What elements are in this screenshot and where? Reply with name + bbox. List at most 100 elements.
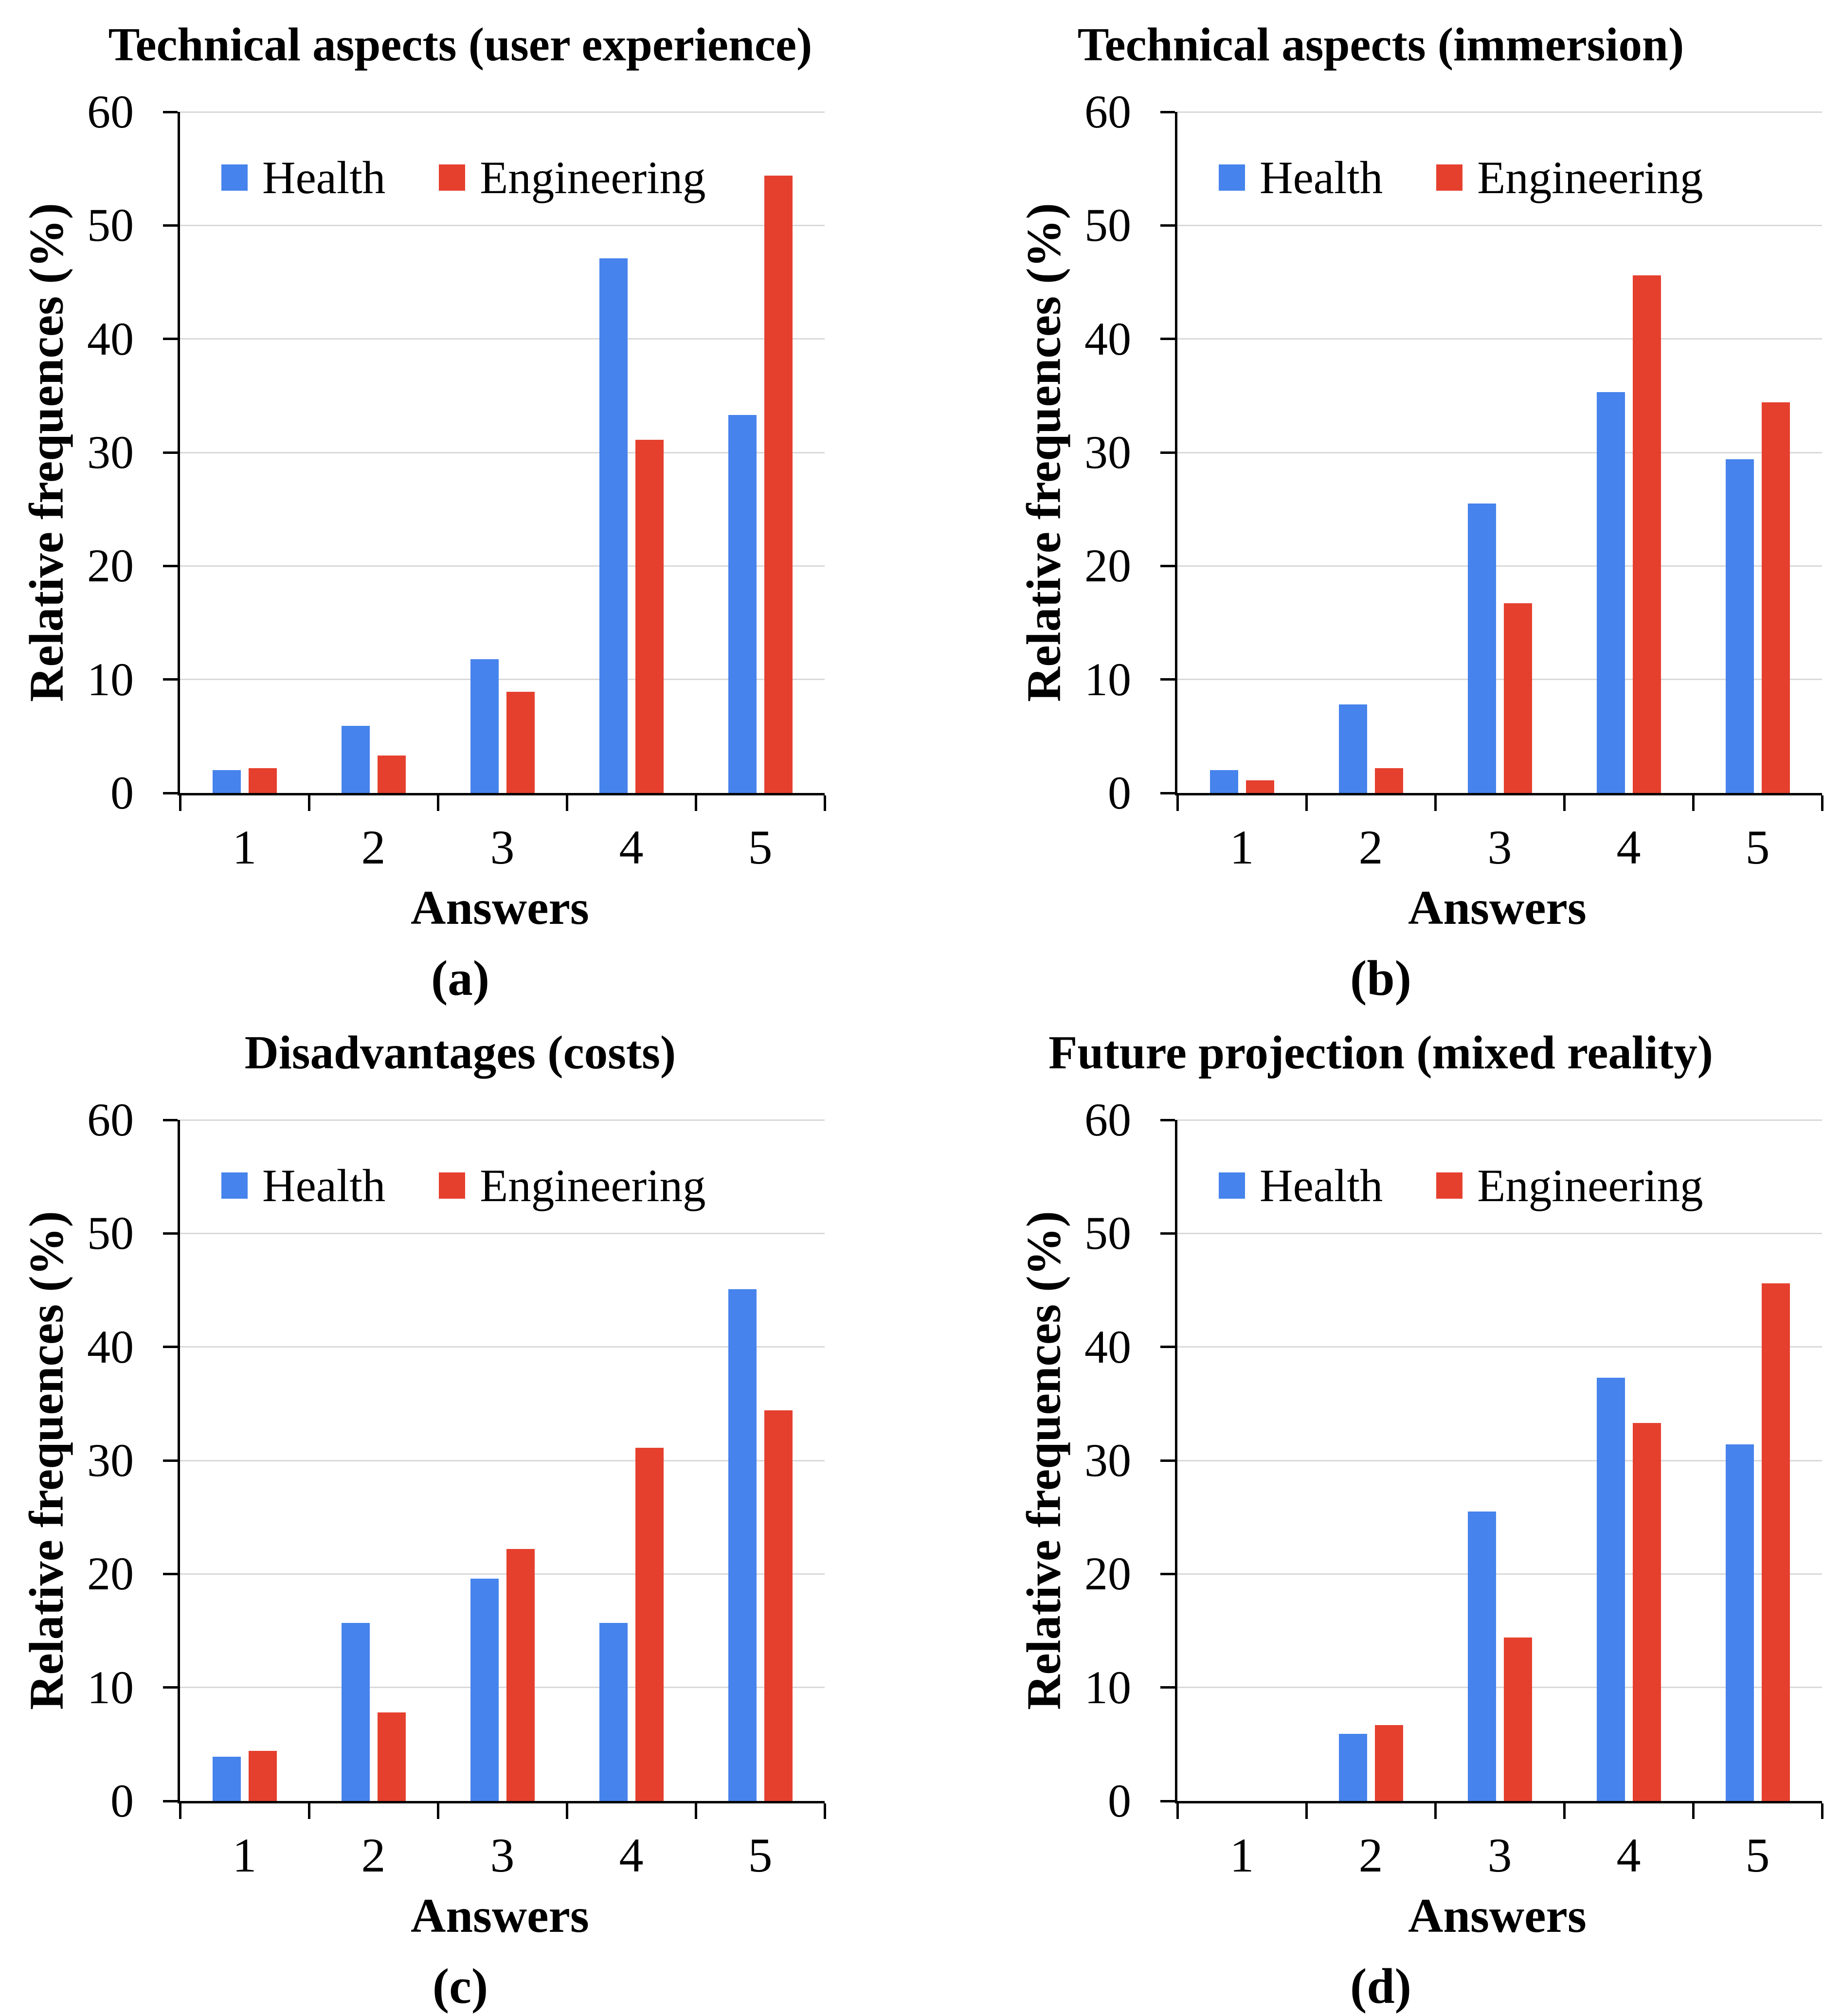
bar-engineering-answer-1	[248, 768, 277, 793]
gridline-50	[1177, 1232, 1822, 1234]
plot-area: Health Engineering 0 10 20 30 40 50 60 1 2 3 4 5	[87, 1097, 826, 1880]
y-tick-label-10: 10	[1084, 1661, 1131, 1713]
x-tick-0	[1176, 1803, 1179, 1819]
x-tick-1	[1305, 1803, 1308, 1819]
legend-label-engineering: Engineering	[1477, 1160, 1703, 1211]
y-tick-label-50: 50	[1084, 199, 1131, 252]
y-tick-label-30: 30	[1084, 426, 1131, 478]
x-tick-5	[1821, 795, 1823, 811]
x-tick-label-5: 5	[1745, 1828, 1770, 1882]
y-tick-label-30: 30	[1084, 1434, 1131, 1486]
legend-item-engineering: Engineering	[439, 151, 706, 204]
x-tick-1	[307, 1803, 310, 1819]
legend-swatch-health	[221, 164, 248, 191]
bar-health-answer-2	[341, 1622, 370, 1801]
y-tick-60	[163, 110, 178, 113]
panel-caption: (d)	[1350, 1959, 1411, 2014]
legend-swatch-health	[1219, 1172, 1245, 1199]
bar-health-answer-1	[212, 1757, 241, 1801]
y-tick-label-10: 10	[87, 1661, 134, 1713]
y-tick-50	[163, 1232, 178, 1235]
x-tick-label-4: 4	[619, 1828, 644, 1882]
y-tick-10	[1160, 678, 1175, 681]
x-tick-4	[1692, 795, 1695, 811]
bar-health-answer-1	[1209, 770, 1238, 793]
legend-item-engineering: Engineering	[439, 1159, 706, 1212]
y-tick-40	[163, 1346, 178, 1349]
x-tick-label-2: 2	[361, 820, 386, 874]
y-tick-label-50: 50	[87, 1207, 134, 1260]
gridline-20	[180, 565, 825, 567]
legend-item-health: Health	[221, 1159, 385, 1212]
x-tick-label-3: 3	[1487, 1828, 1512, 1882]
bar-engineering-answer-4	[1632, 275, 1661, 793]
gridline-20	[1177, 1573, 1822, 1575]
panel-caption: (c)	[432, 1959, 488, 2014]
gridline-50	[180, 224, 825, 226]
x-tick-label-4: 4	[619, 820, 644, 874]
bar-health-answer-3	[470, 1578, 499, 1801]
chart-title: Technical aspects (user experience)	[108, 18, 812, 71]
x-tick-4	[694, 795, 697, 811]
gridline-60	[180, 1119, 825, 1121]
legend-label-health: Health	[262, 1160, 386, 1211]
chart-panel-c: Disadvantages (costs) Relative frequence…	[0, 1008, 920, 2016]
x-tick-0	[179, 1803, 181, 1819]
x-tick-5	[1821, 1803, 1823, 1819]
x-tick-label-2: 2	[1358, 1828, 1383, 1882]
chart-panel-b: Technical aspects (immersion) Relative f…	[920, 0, 1841, 1008]
legend-swatch-engineering	[1436, 1172, 1463, 1199]
gridline-20	[1177, 565, 1822, 567]
bar-health-answer-3	[1467, 1512, 1496, 1801]
bar-health-answer-1	[212, 770, 241, 793]
x-tick-label-4: 4	[1616, 1828, 1641, 1882]
x-tick-label-3: 3	[490, 1828, 515, 1882]
y-tick-0	[1160, 1800, 1175, 1802]
gridline-30	[180, 1459, 825, 1461]
bar-engineering-answer-3	[1503, 603, 1532, 793]
legend-label-engineering: Engineering	[480, 152, 706, 203]
y-tick-label-20: 20	[87, 540, 134, 592]
bar-health-answer-2	[341, 726, 370, 793]
y-tick-label-30: 30	[87, 1434, 134, 1486]
y-tick-50	[1160, 224, 1175, 227]
y-tick-label-50: 50	[1084, 1207, 1131, 1260]
x-tick-1	[1305, 795, 1308, 811]
gridline-60	[1177, 111, 1822, 113]
x-tick-label-2: 2	[1358, 820, 1383, 874]
bar-health-answer-5	[728, 415, 757, 793]
y-tick-label-30: 30	[87, 426, 134, 478]
y-tick-40	[1160, 1346, 1175, 1349]
x-tick-label-1: 1	[1229, 820, 1254, 874]
y-tick-label-10: 10	[87, 653, 134, 705]
chart-title: Future projection (mixed reality)	[1048, 1026, 1713, 1079]
gridline-30	[1177, 451, 1822, 453]
y-tick-label-50: 50	[87, 199, 134, 252]
x-tick-label-4: 4	[1616, 820, 1641, 874]
legend-swatch-engineering	[439, 1172, 466, 1199]
gridline-40	[1177, 338, 1822, 340]
x-tick-label-2: 2	[361, 1828, 386, 1882]
y-tick-60	[163, 1118, 178, 1121]
bar-health-answer-2	[1338, 1734, 1367, 1801]
y-tick-0	[163, 792, 178, 794]
legend: Health Engineering	[221, 151, 706, 204]
gridline-60	[1177, 1119, 1822, 1121]
x-tick-3	[1563, 1803, 1566, 1819]
y-tick-label-60: 60	[1084, 1094, 1131, 1146]
bar-health-answer-4	[599, 1622, 628, 1801]
x-tick-5	[823, 1803, 826, 1819]
chart-title: Technical aspects (immersion)	[1077, 18, 1684, 71]
bar-health-answer-3	[470, 659, 499, 793]
legend-item-health: Health	[221, 151, 385, 204]
bar-engineering-answer-1	[1245, 780, 1274, 793]
gridline-10	[1177, 1687, 1822, 1689]
bar-engineering-answer-2	[1374, 768, 1403, 793]
bar-health-answer-5	[1725, 459, 1754, 793]
y-tick-20	[163, 564, 178, 567]
y-tick-10	[163, 1686, 178, 1689]
legend-item-health: Health	[1219, 1159, 1383, 1212]
gridline-50	[180, 1232, 825, 1234]
y-tick-label-60: 60	[1084, 86, 1131, 138]
